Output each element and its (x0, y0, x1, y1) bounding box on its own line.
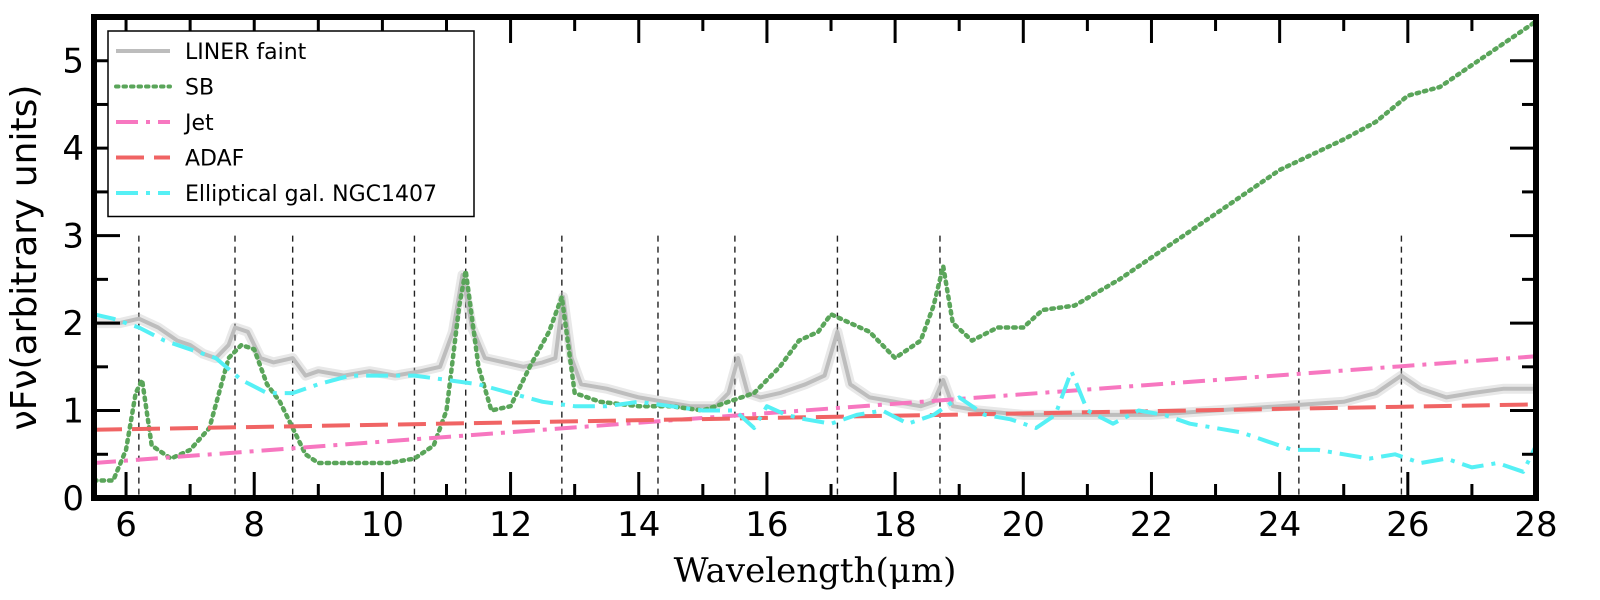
legend: LINER faint SB Jet ADAF Elliptical gal. NGC1… (107, 30, 475, 218)
legend-label-adaf: ADAF (185, 147, 244, 172)
series-line-adaf (93, 402, 1537, 432)
y-tick-label: 2 (62, 304, 84, 344)
y-tick-label: 5 (62, 42, 84, 82)
plot-frame (91, 14, 1539, 501)
x-tick-label: 8 (243, 505, 265, 545)
series-band-liner-faint (94, 270, 1536, 420)
x-tick-label: 14 (617, 505, 660, 545)
x-tick-label: 26 (1386, 505, 1429, 545)
y-tick-label: 4 (62, 129, 84, 169)
y-tick-label: 1 (62, 392, 84, 432)
y-tick-label: 3 (62, 217, 84, 257)
series-layer (91, 19, 1539, 483)
x-tick-label: 24 (1258, 505, 1301, 545)
x-tick-label: 28 (1514, 505, 1557, 545)
series-line-jet (93, 354, 1537, 465)
series-line-liner-faint (94, 273, 1536, 417)
series-line-elliptical-gal-ngc1407 (93, 312, 1538, 474)
vertical-reference-lines (138, 235, 1403, 498)
legend-label-jet: Jet (183, 111, 214, 136)
x-axis-label: Wavelength(μm) (674, 551, 957, 591)
x-tick-label: 18 (873, 505, 916, 545)
x-tick-label: 20 (1002, 505, 1045, 545)
x-tick-label: 6 (115, 505, 137, 545)
legend-label-elliptical-gal-ngc1407: Elliptical gal. NGC1407 (185, 182, 437, 207)
y-tick-label: 0 (62, 479, 84, 519)
x-tick-label: 16 (745, 505, 788, 545)
legend-label-liner-faint: LINER faint (185, 40, 307, 65)
x-tick-label: 12 (489, 505, 532, 545)
legend-label-sb: SB (185, 76, 214, 101)
x-tick-label: 10 (361, 505, 404, 545)
x-tick-label: 22 (1130, 505, 1173, 545)
series-line-sb (91, 19, 1539, 483)
y-axis-label: νFν(arbitrary units) (4, 85, 45, 431)
